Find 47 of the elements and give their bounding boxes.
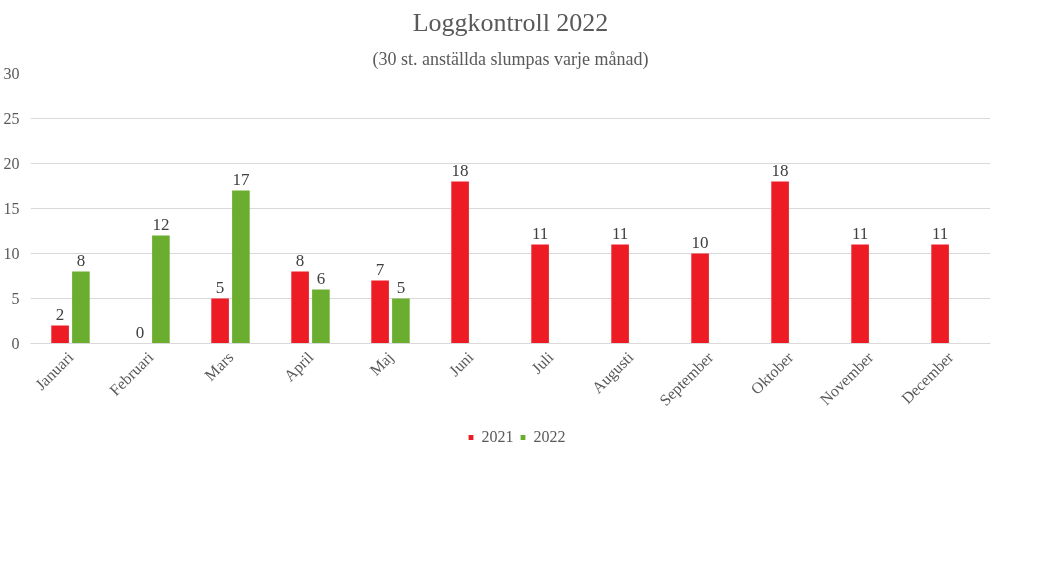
- legend-label: 2022: [533, 428, 566, 446]
- data-label: 7: [375, 259, 385, 279]
- bar: [691, 253, 709, 344]
- data-label: 2: [55, 304, 65, 324]
- data-label: 5: [396, 277, 406, 297]
- y-tick-label: 20: [3, 155, 20, 172]
- data-label: 11: [531, 223, 549, 243]
- y-tick-label: 25: [3, 110, 20, 127]
- y-tick-label: 30: [3, 65, 20, 82]
- bar: [232, 190, 250, 344]
- chart-subtitle: (30 st. anställda slumpas varje månad): [372, 48, 649, 70]
- bar: [51, 325, 69, 344]
- chart-title: Loggkontroll 2022: [412, 7, 609, 37]
- y-tick-label: 10: [3, 245, 20, 262]
- bar: [371, 280, 389, 344]
- data-label: 17: [232, 169, 250, 189]
- bar: [851, 244, 869, 344]
- bar: [931, 244, 949, 344]
- x-tick-label: Juli: [528, 348, 557, 377]
- x-tick-label: Juni: [445, 348, 477, 380]
- data-label: 10: [691, 232, 709, 252]
- bar: [771, 181, 789, 344]
- data-label: 5: [215, 277, 225, 297]
- data-label: 8: [295, 250, 305, 270]
- data-label: 8: [76, 250, 86, 270]
- bar: [291, 271, 309, 344]
- data-label: 11: [931, 223, 949, 243]
- data-label: 12: [152, 214, 170, 234]
- y-tick-label: 0: [11, 335, 20, 352]
- y-tick-label: 15: [3, 200, 20, 217]
- bar: [392, 298, 410, 344]
- data-label: 11: [851, 223, 869, 243]
- data-label: 6: [316, 268, 326, 288]
- bar: [152, 235, 170, 344]
- data-label: 18: [451, 160, 469, 180]
- bar: [451, 181, 469, 344]
- bar: [312, 289, 330, 344]
- bar: [611, 244, 629, 344]
- bar: [531, 244, 549, 344]
- y-tick-label: 5: [11, 290, 20, 307]
- legend-label: 2021: [481, 428, 514, 446]
- data-label: 18: [771, 160, 789, 180]
- bar: [211, 298, 229, 344]
- data-label: 11: [611, 223, 629, 243]
- x-tick-label: Maj: [366, 348, 398, 380]
- bar: [72, 271, 90, 344]
- data-label: 0: [135, 322, 145, 342]
